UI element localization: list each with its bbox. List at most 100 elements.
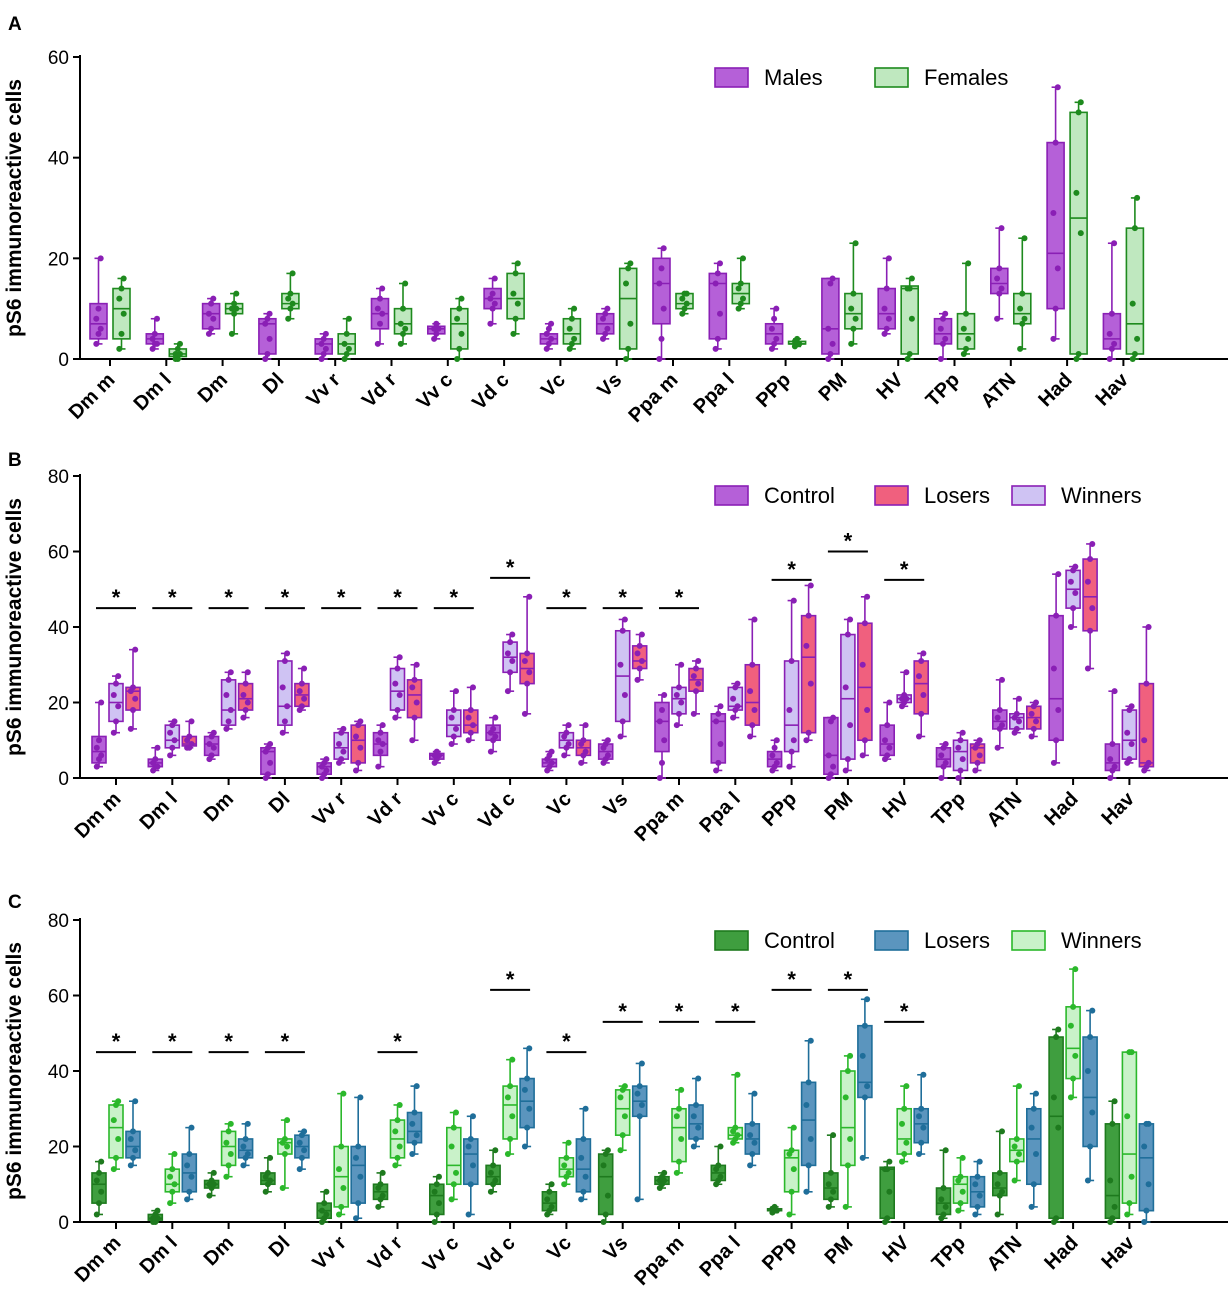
data-point	[803, 737, 810, 744]
data-point	[1084, 665, 1091, 672]
data-point	[638, 657, 645, 664]
data-point	[619, 627, 626, 634]
data-point	[353, 1215, 359, 1222]
data-point	[431, 1188, 438, 1195]
box-body	[125, 1130, 141, 1159]
data-point	[634, 676, 641, 683]
box-control	[1104, 688, 1121, 781]
box-control	[935, 741, 952, 781]
data-point	[1089, 605, 1096, 612]
data-point	[115, 673, 122, 680]
data-point	[679, 295, 686, 302]
box-control	[1048, 1026, 1064, 1225]
data-point	[353, 733, 359, 740]
data-point	[465, 714, 472, 721]
data-point	[1087, 627, 1094, 634]
box-winners	[558, 722, 575, 759]
data-point	[301, 1147, 308, 1154]
box-losers	[519, 593, 535, 717]
data-point	[1013, 725, 1020, 732]
data-point	[602, 1211, 609, 1218]
box-losers	[857, 593, 873, 759]
data-point	[827, 280, 834, 287]
data-point	[208, 325, 215, 332]
data-point	[285, 295, 292, 302]
data-point	[118, 330, 125, 337]
data-point	[242, 1135, 249, 1142]
box-control	[485, 714, 501, 755]
box-control	[935, 1147, 952, 1222]
data-point	[377, 320, 383, 327]
data-point	[1055, 1026, 1062, 1033]
x-tick-label: Dm l	[136, 788, 182, 834]
data-point	[619, 718, 626, 725]
data-point	[318, 356, 325, 362]
significance-label: *	[337, 585, 346, 610]
data-point	[1128, 703, 1135, 710]
data-point	[636, 642, 643, 649]
box-body	[840, 1070, 856, 1167]
data-point	[634, 1196, 641, 1203]
box-body	[449, 307, 469, 350]
box-control	[147, 744, 164, 774]
data-point	[937, 356, 944, 362]
box-losers	[237, 1120, 254, 1169]
data-point	[695, 1075, 702, 1082]
data-point	[284, 703, 291, 710]
box-losers	[800, 1037, 817, 1195]
box-females	[731, 255, 751, 312]
data-point	[338, 756, 345, 763]
box-winners	[783, 1124, 800, 1218]
data-point	[940, 1211, 947, 1218]
box-winners	[1121, 703, 1138, 766]
data-point	[852, 240, 859, 247]
box-males	[989, 225, 1009, 322]
data-point	[578, 759, 585, 766]
significance-label: *	[393, 585, 402, 610]
data-point	[379, 310, 386, 317]
data-point	[794, 335, 801, 342]
data-point	[623, 280, 629, 287]
data-point	[1030, 1105, 1037, 1112]
data-point	[98, 752, 105, 759]
legend-swatch	[874, 930, 909, 951]
data-point	[98, 1188, 105, 1195]
data-point	[636, 1083, 643, 1090]
data-point	[353, 1154, 359, 1161]
box-winners	[671, 1086, 687, 1176]
x-tick-label: Vc	[543, 788, 576, 821]
legend-entry-losers: Losers	[874, 928, 990, 953]
data-point	[661, 1169, 668, 1176]
data-point	[965, 260, 972, 267]
data-point	[110, 1117, 117, 1124]
data-point	[322, 345, 329, 352]
data-point	[509, 631, 516, 638]
data-point	[861, 1022, 868, 1029]
significance-label: *	[787, 967, 796, 992]
data-point	[279, 729, 286, 736]
data-point	[861, 1094, 868, 1101]
data-point	[920, 691, 927, 698]
significance-label: *	[900, 999, 909, 1024]
box-losers	[631, 631, 648, 683]
data-point	[1013, 710, 1020, 717]
data-point	[580, 1135, 587, 1142]
data-point	[730, 714, 737, 721]
data-point	[228, 305, 235, 312]
data-point	[130, 684, 136, 691]
data-point	[115, 1135, 122, 1142]
data-point	[998, 225, 1005, 232]
significance-label: *	[506, 967, 515, 992]
data-point	[627, 320, 634, 327]
box-losers	[350, 718, 367, 774]
data-point	[97, 255, 104, 262]
data-point	[338, 1203, 345, 1210]
data-point	[1106, 356, 1113, 362]
data-point	[233, 305, 240, 312]
data-point	[959, 1188, 966, 1195]
data-point	[625, 265, 632, 272]
data-point	[93, 340, 100, 347]
data-point	[636, 665, 643, 672]
data-point	[512, 270, 519, 277]
